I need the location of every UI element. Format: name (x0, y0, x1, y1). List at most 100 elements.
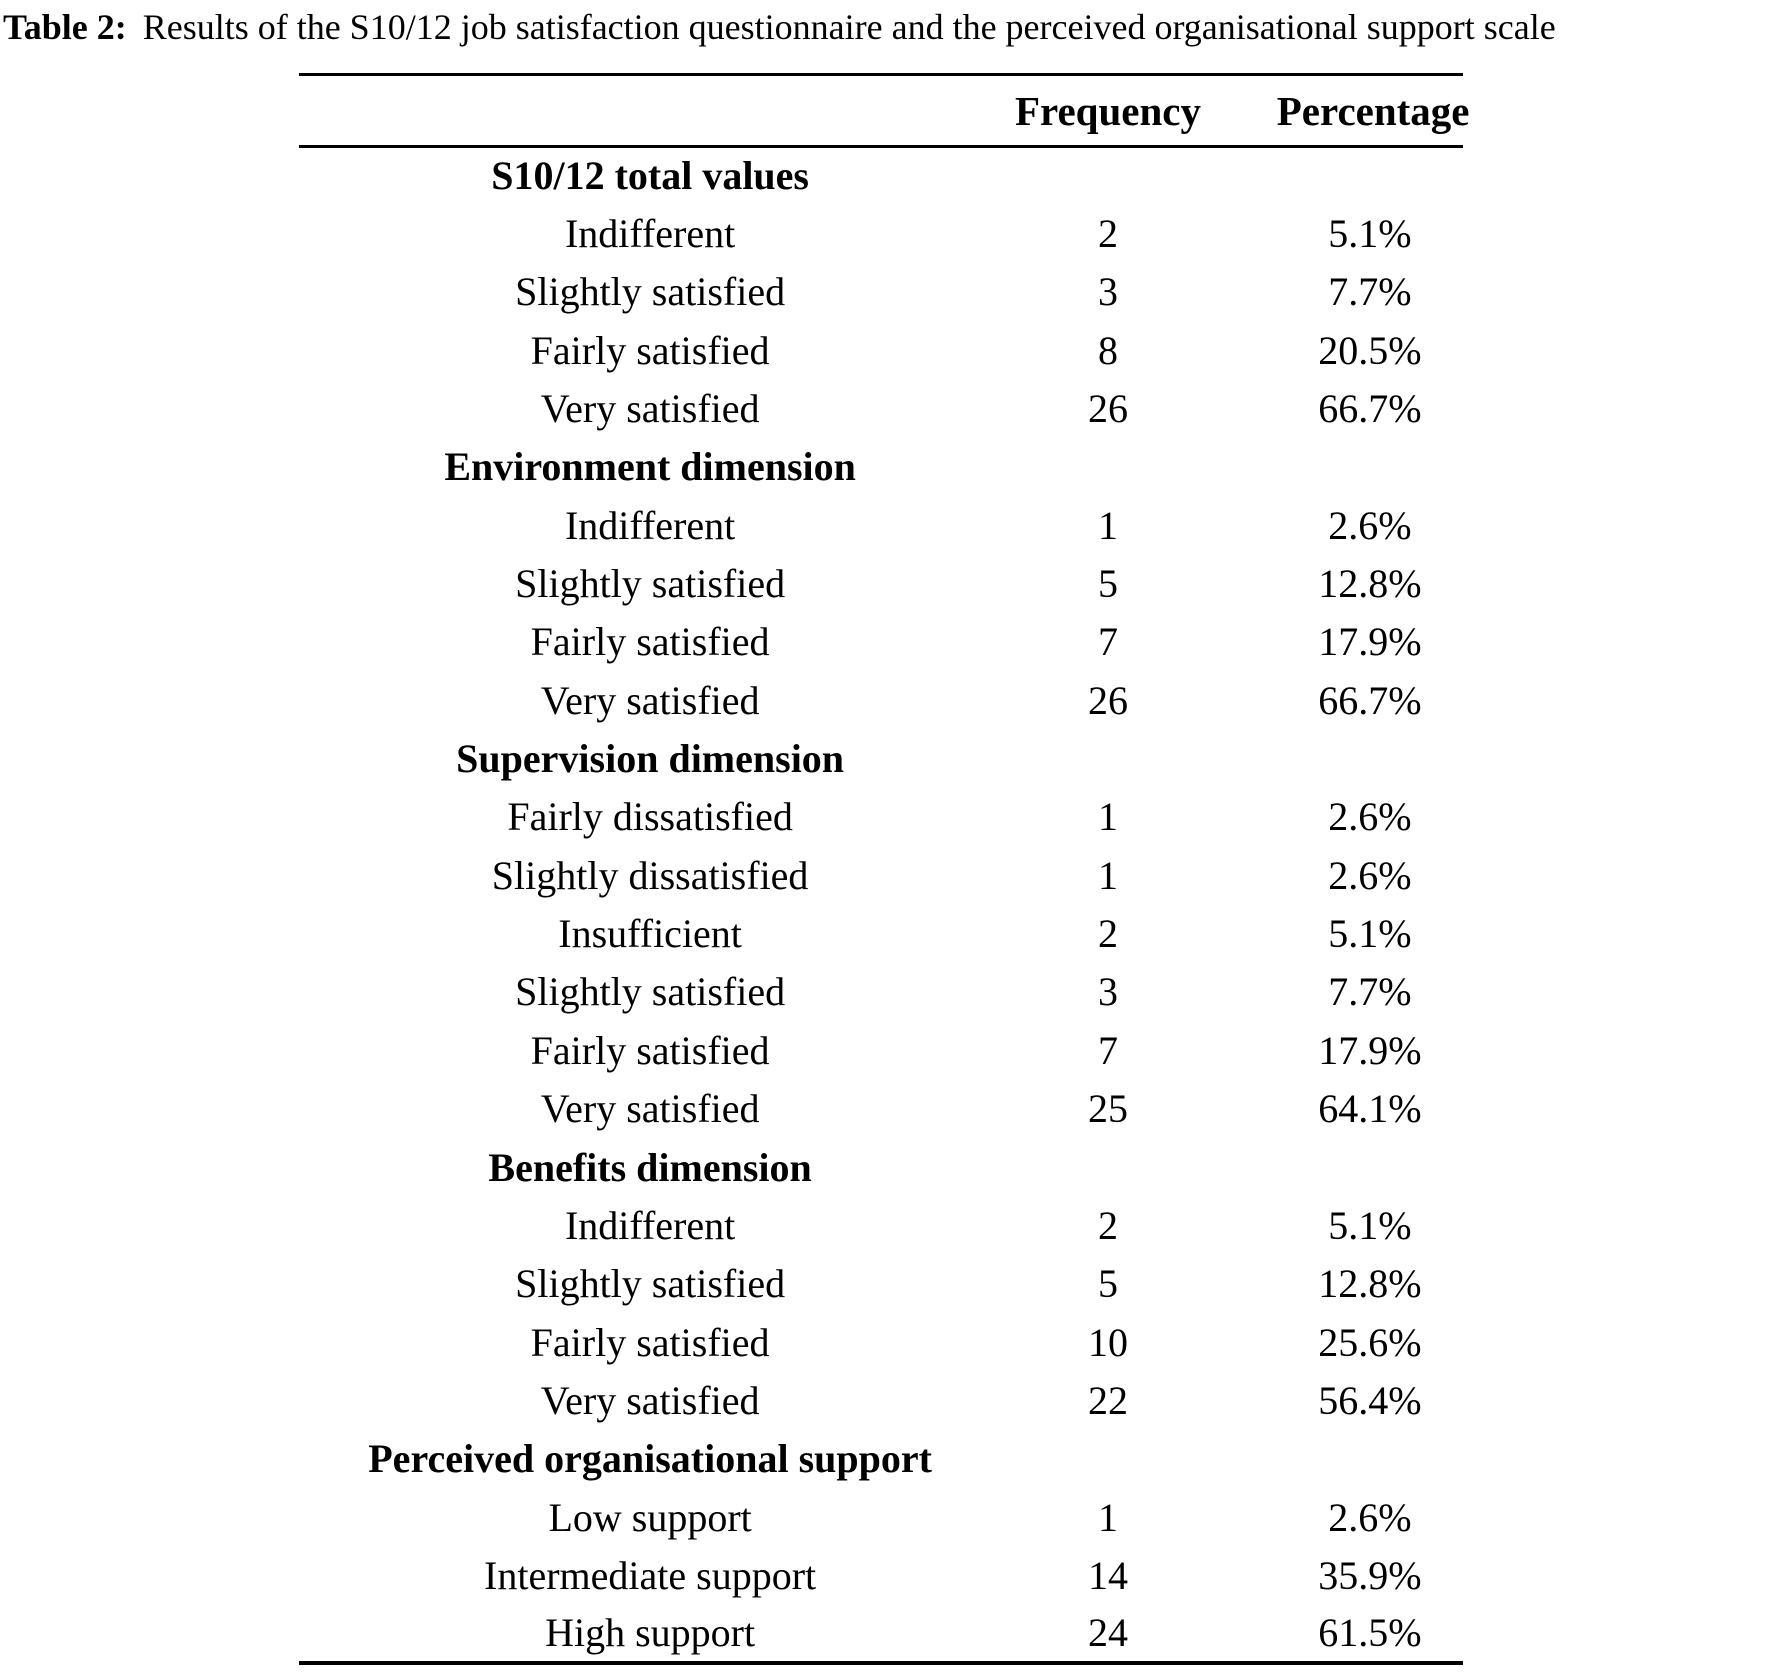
data-row: Slightly satisfied 5 12.8% (299, 555, 1463, 613)
frequency-cell-empty (939, 1138, 1277, 1196)
data-row: Fairly dissatisfied 1 2.6% (299, 788, 1463, 846)
table-caption: Table 2: Results of the S10/12 job satisf… (3, 4, 1765, 50)
frequency-cell: 1 (1097, 794, 1118, 840)
section-title: S10/12 total values (491, 153, 809, 199)
data-row: Very satisfied 25 64.1% (299, 1080, 1463, 1138)
col-header-percentage: Percentage (1276, 74, 1470, 148)
data-row: Indifferent 2 5.1% (299, 1197, 1463, 1255)
section-header-row: Benefits dimension (299, 1138, 1463, 1196)
percentage-cell: 17.9% (1318, 619, 1422, 665)
frequency-cell: 7 (1097, 619, 1118, 665)
data-row: Insufficient 2 5.1% (299, 905, 1463, 963)
data-row: Indifferent 2 5.1% (299, 205, 1463, 263)
frequency-cell: 22 (1087, 1377, 1128, 1423)
data-row: Fairly satisfied 10 25.6% (299, 1313, 1463, 1371)
section-title: Environment dimension (444, 444, 856, 490)
frequency-cell-empty (939, 438, 1277, 496)
row-label: Indifferent (564, 211, 736, 257)
data-row: Slightly dissatisfied 1 2.6% (299, 847, 1463, 905)
row-label: Very satisfied (540, 677, 760, 723)
row-label: Fairly satisfied (530, 1027, 770, 1073)
percentage-cell: 61.5% (1318, 1610, 1422, 1656)
percentage-cell: 25.6% (1318, 1319, 1422, 1365)
percentage-cell-empty (1277, 147, 1463, 205)
row-label: Slightly satisfied (515, 1261, 786, 1307)
table-body: S10/12 total values Indifferent 2 5.1% Sligh… (299, 147, 1463, 1664)
percentage-cell: 2.6% (1328, 852, 1412, 898)
frequency-cell: 5 (1097, 1261, 1118, 1307)
percentage-cell: 2.6% (1328, 1494, 1412, 1540)
row-label: Slightly satisfied (515, 969, 786, 1015)
row-label: Very satisfied (540, 1377, 760, 1423)
percentage-cell: 64.1% (1318, 1086, 1422, 1132)
row-label: Very satisfied (540, 1086, 760, 1132)
data-row: Slightly satisfied 3 7.7% (299, 263, 1463, 321)
data-row: Low support 1 2.6% (299, 1488, 1463, 1546)
frequency-cell: 2 (1097, 911, 1118, 957)
frequency-cell: 2 (1097, 1202, 1118, 1248)
percentage-cell-empty (1277, 1430, 1463, 1488)
data-row: Fairly satisfied 8 20.5% (299, 322, 1463, 380)
frequency-cell: 5 (1097, 561, 1118, 607)
percentage-cell-empty (1277, 438, 1463, 496)
percentage-cell: 7.7% (1328, 269, 1412, 315)
percentage-cell: 2.6% (1328, 502, 1412, 548)
data-row: Very satisfied 26 66.7% (299, 380, 1463, 438)
data-row: Very satisfied 26 66.7% (299, 672, 1463, 730)
row-label: Slightly satisfied (515, 561, 786, 607)
frequency-cell: 1 (1097, 502, 1118, 548)
percentage-cell: 5.1% (1328, 1202, 1412, 1248)
percentage-cell: 66.7% (1318, 677, 1422, 723)
table-header: Frequency Percentage (299, 74, 1470, 148)
section-header-row: Perceived organisational support (299, 1430, 1463, 1488)
percentage-cell: 56.4% (1318, 1377, 1422, 1423)
col-header-empty (299, 74, 940, 148)
row-label: Very satisfied (540, 386, 760, 432)
frequency-cell-empty (939, 1430, 1277, 1488)
frequency-cell: 2 (1097, 211, 1118, 257)
row-label: Fairly satisfied (530, 1319, 770, 1365)
frequency-cell: 25 (1087, 1086, 1128, 1132)
percentage-cell: 12.8% (1318, 561, 1422, 607)
row-label: Slightly satisfied (515, 269, 786, 315)
row-label: High support (545, 1610, 756, 1656)
results-table-wrap: Frequency Percentage S10/12 total values… (299, 73, 1470, 1666)
frequency-cell: 1 (1097, 852, 1118, 898)
data-row: Indifferent 1 2.6% (299, 497, 1463, 555)
percentage-cell-empty (1277, 730, 1463, 788)
data-row: Slightly satisfied 5 12.8% (299, 1255, 1463, 1313)
frequency-cell: 3 (1097, 969, 1118, 1015)
section-title: Benefits dimension (488, 1144, 812, 1190)
row-label: Indifferent (564, 502, 736, 548)
frequency-cell-empty (939, 147, 1277, 205)
row-label: Fairly satisfied (530, 619, 770, 665)
percentage-cell: 7.7% (1328, 969, 1412, 1015)
table-caption-label: Table 2: (3, 7, 127, 47)
frequency-cell: 24 (1087, 1610, 1128, 1656)
section-header-row: Supervision dimension (299, 730, 1463, 788)
frequency-cell: 26 (1087, 677, 1128, 723)
row-label: Indifferent (564, 1202, 736, 1248)
row-label: Fairly satisfied (530, 327, 770, 373)
row-label: Insufficient (558, 911, 742, 957)
percentage-cell: 20.5% (1318, 327, 1422, 373)
frequency-cell-empty (939, 730, 1277, 788)
percentage-cell: 5.1% (1328, 911, 1412, 957)
row-label: Slightly dissatisfied (491, 852, 809, 898)
frequency-cell: 1 (1097, 1494, 1118, 1540)
data-row: Very satisfied 22 56.4% (299, 1372, 1463, 1430)
row-label: Fairly dissatisfied (507, 794, 793, 840)
section-title: Supervision dimension (456, 736, 845, 782)
percentage-cell: 17.9% (1318, 1027, 1422, 1073)
table-caption-text: Results of the S10/12 job satisfaction q… (142, 7, 1556, 47)
col-header-frequency: Frequency (939, 74, 1277, 148)
frequency-cell: 8 (1097, 327, 1118, 373)
section-title: Perceived organisational support (368, 1436, 932, 1482)
results-table: Frequency Percentage S10/12 total values… (299, 73, 1470, 1666)
frequency-cell: 14 (1087, 1552, 1128, 1598)
data-row: Fairly satisfied 7 17.9% (299, 1022, 1463, 1080)
percentage-cell: 12.8% (1318, 1261, 1422, 1307)
section-header-row: Environment dimension (299, 438, 1463, 496)
section-header-row: S10/12 total values (299, 147, 1463, 205)
